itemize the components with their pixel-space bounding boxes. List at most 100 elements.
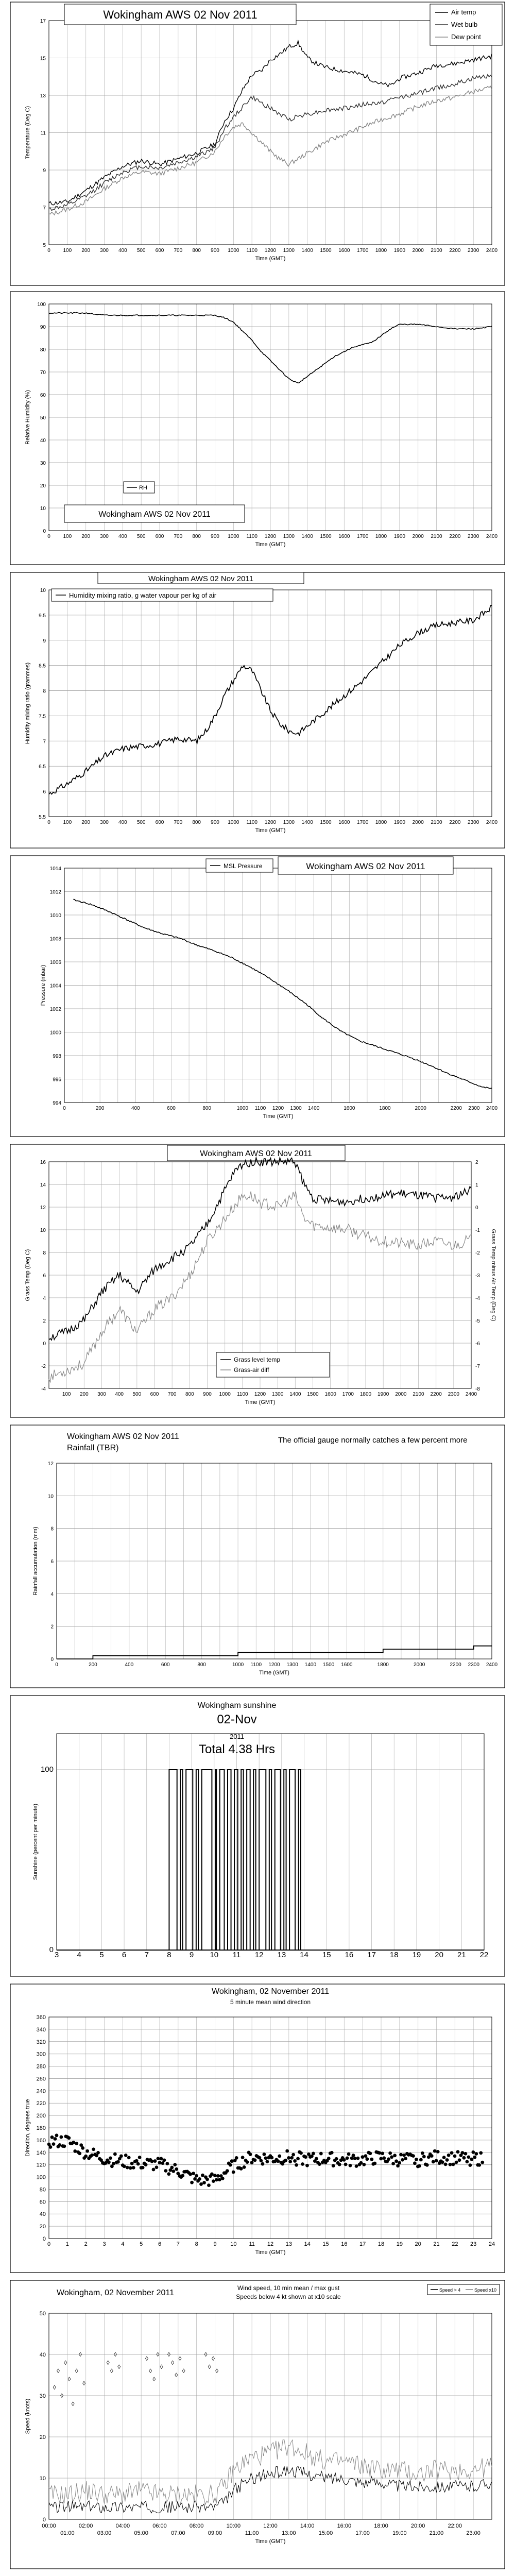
direction-point xyxy=(373,2161,377,2165)
direction-point xyxy=(131,2166,135,2170)
direction-point xyxy=(134,2159,139,2163)
x-tick-label: 2300 xyxy=(468,248,479,253)
chart-title: Wokingham AWS 02 Nov 2011 xyxy=(148,574,253,583)
x-tick-label: 16 xyxy=(341,2241,347,2247)
direction-point xyxy=(393,2154,397,2158)
y-tick-label: 100 xyxy=(37,302,46,308)
x-tick-label: 5 xyxy=(99,1951,104,1959)
y-tick-label: 6 xyxy=(43,789,46,795)
chart-title: Wokingham, 02 November 2011 xyxy=(212,1987,329,1996)
direction-point xyxy=(110,2164,114,2168)
x-axis-label: Time (GMT) xyxy=(255,541,286,548)
y-tick-label: 2 xyxy=(50,1624,54,1630)
y-tick-label: 12 xyxy=(48,1461,54,1467)
direction-point xyxy=(72,2140,76,2144)
x-tick-label: 1300 xyxy=(283,534,295,539)
direction-point xyxy=(314,2157,318,2161)
x-tick-label: 0 xyxy=(47,2241,50,2247)
direction-point xyxy=(138,2156,142,2159)
x-tick-label: 400 xyxy=(118,534,127,539)
chart-title: Wokingham AWS 02 Nov 2011 xyxy=(67,1432,179,1441)
x-tick-label: 19 xyxy=(413,1951,421,1959)
y2-tick-label: -1 xyxy=(475,1228,480,1233)
x-tick-label: 1300 xyxy=(283,820,295,825)
x-tick-label: 5 xyxy=(140,2241,143,2247)
direction-point xyxy=(276,2159,280,2163)
gust-marker: ◊ xyxy=(64,2359,67,2366)
y-tick-label: 40 xyxy=(40,438,46,444)
y-tick-label: 7 xyxy=(43,739,46,744)
y-tick-label: 9 xyxy=(43,168,46,174)
direction-point xyxy=(462,2156,466,2160)
direction-point xyxy=(171,2169,176,2173)
x-tick-label: 20 xyxy=(435,1951,443,1959)
direction-point xyxy=(67,2136,71,2140)
direction-point xyxy=(55,2133,59,2138)
direction-point xyxy=(377,2151,382,2155)
x-tick-label: 2200 xyxy=(431,1392,442,1397)
x-tick-label: 1100 xyxy=(255,1106,266,1111)
direction-point xyxy=(198,2177,201,2181)
direction-point xyxy=(96,2150,100,2155)
y2-tick-label: -3 xyxy=(475,1273,480,1279)
direction-point xyxy=(161,2161,165,2165)
direction-point xyxy=(128,2166,132,2170)
y2-tick-label: -5 xyxy=(475,1318,480,1324)
x-tick-label: 10 xyxy=(210,1951,218,1959)
x-tick-label: 13 xyxy=(286,2241,292,2247)
direction-point xyxy=(48,2145,53,2149)
direction-point xyxy=(107,2160,111,2164)
direction-point xyxy=(388,2151,392,2155)
gust-marker: ◊ xyxy=(114,2351,117,2358)
y2-tick-label: -7 xyxy=(475,1364,480,1369)
y-tick-label: 0 xyxy=(49,1945,54,1954)
legend-box xyxy=(216,1352,330,1378)
y-tick-label: 80 xyxy=(40,347,46,353)
direction-point xyxy=(144,2163,148,2167)
chart-frame xyxy=(10,1695,505,1977)
y-tick-label: 996 xyxy=(53,1077,61,1083)
x-tick-label: 1800 xyxy=(377,1662,389,1668)
direction-point xyxy=(73,2149,77,2153)
x-tick-label: 1200 xyxy=(265,534,277,539)
chart-title: Wokingham, 02 November 2011 xyxy=(57,2289,174,2297)
direction-point xyxy=(414,2158,418,2161)
x-tick-label: 800 xyxy=(192,534,201,539)
direction-point xyxy=(290,2156,294,2160)
y-tick-label: 8.5 xyxy=(39,664,46,669)
x-tick-label: 01:00 xyxy=(60,2530,75,2536)
y-tick-label: 50 xyxy=(40,2311,46,2317)
direction-point xyxy=(440,2160,444,2164)
y2-tick-label: 1 xyxy=(475,1182,478,1188)
y-tick-label: 10 xyxy=(40,1228,46,1233)
gust-marker: ◊ xyxy=(110,2367,113,2375)
direction-point xyxy=(261,2162,265,2166)
y-tick-label: 7.5 xyxy=(39,714,46,719)
x-tick-label: 13:00 xyxy=(282,2530,296,2536)
title-box xyxy=(278,856,454,875)
gust-marker: ◊ xyxy=(156,2351,159,2358)
x-tick-label: 900 xyxy=(211,248,219,253)
x-tick-label: 1300 xyxy=(283,248,295,253)
x-tick-label: 500 xyxy=(137,820,146,825)
direction-point xyxy=(92,2147,95,2151)
series-line xyxy=(48,312,492,384)
direction-point xyxy=(242,2165,246,2169)
gust-marker: ◊ xyxy=(145,2355,148,2362)
direction-point xyxy=(153,2159,157,2163)
x-tick-label: 7 xyxy=(177,2241,180,2247)
direction-point xyxy=(175,2167,179,2171)
direction-point xyxy=(431,2160,435,2164)
direction-point xyxy=(220,2176,225,2180)
chart-subtitle: Wind speed, 10 min mean / max gust xyxy=(237,2284,340,2292)
x-tick-label: 100 xyxy=(63,534,72,539)
y-tick-label: 100 xyxy=(37,2175,46,2181)
x-tick-label: 0 xyxy=(55,1662,58,1668)
x-tick-label: 600 xyxy=(150,1392,159,1397)
direction-point xyxy=(211,2179,215,2183)
x-tick-label: 200 xyxy=(81,248,90,253)
direction-point xyxy=(350,2156,354,2160)
x-tick-label: 06:00 xyxy=(152,2523,167,2529)
x-tick-label: 7 xyxy=(145,1951,149,1959)
y-tick-label: 2 xyxy=(43,1318,46,1324)
